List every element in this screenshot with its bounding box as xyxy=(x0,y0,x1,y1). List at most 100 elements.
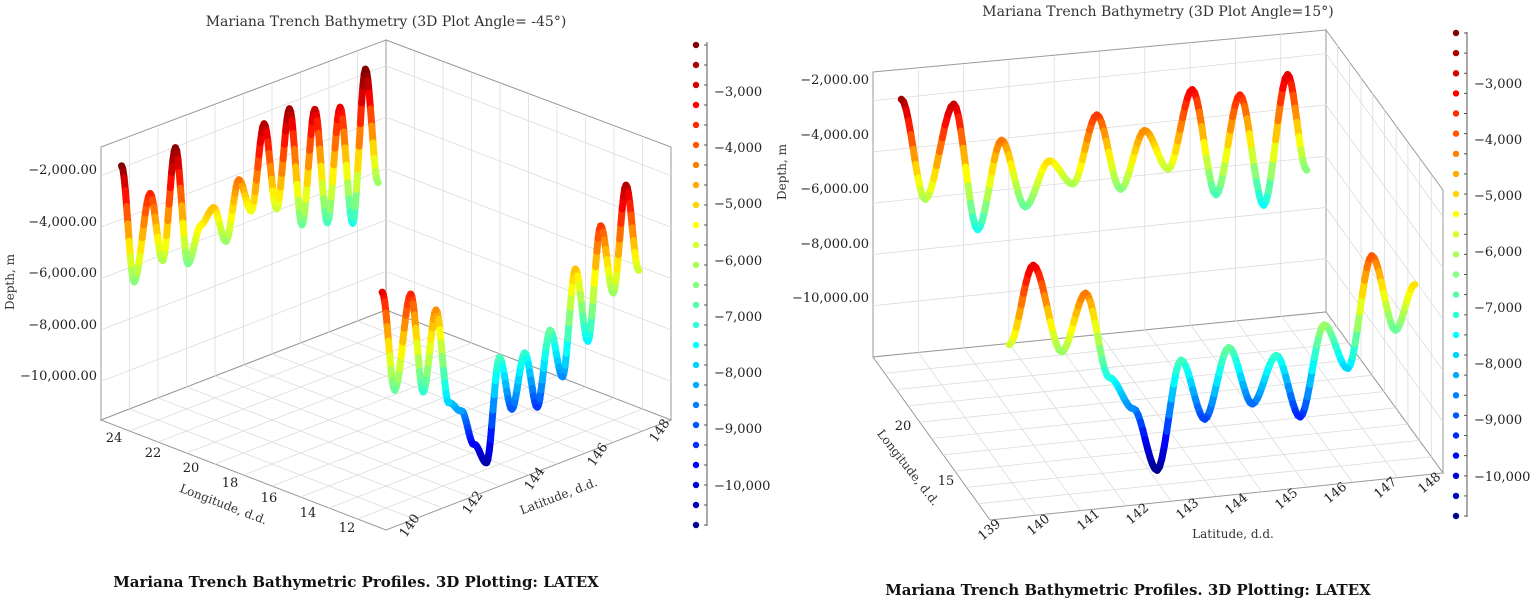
chart-right-y-ticks: 20 15 xyxy=(895,419,955,489)
series-1-point xyxy=(1164,165,1172,173)
colorbar-swatch xyxy=(692,381,700,389)
series-1-point xyxy=(921,195,929,203)
y-tick: 22 xyxy=(145,446,162,461)
y-tick: 12 xyxy=(339,521,356,536)
gridline xyxy=(872,104,1444,269)
series-0-point xyxy=(457,407,465,415)
series-0-point xyxy=(508,405,516,413)
colorbar-swatch xyxy=(1452,392,1460,399)
series-0-point xyxy=(1177,356,1185,364)
colorbar-swatch xyxy=(1452,190,1460,198)
colorbar-swatch xyxy=(1452,512,1460,520)
z-tick: −8,000.00 xyxy=(28,318,97,333)
series-0-point xyxy=(1368,252,1376,260)
chart-right-caption: Mariana Trench Bathymetric Profiles. 3D … xyxy=(885,581,1371,599)
gridline xyxy=(919,374,1373,423)
colorbar-swatch xyxy=(1452,210,1460,218)
chart-left-title: Mariana Trench Bathymetry (3D Plot Angle… xyxy=(206,14,567,30)
series-0-point xyxy=(571,265,579,273)
series-1-point xyxy=(1260,201,1268,209)
series-0-point xyxy=(1082,289,1090,297)
colorbar-swatch xyxy=(692,81,700,89)
series-1-point xyxy=(1212,191,1220,199)
colorbar-swatch xyxy=(1452,170,1460,178)
colorbar-swatch xyxy=(1452,412,1460,419)
colorbar-swatch xyxy=(692,141,700,149)
colorbar-swatch xyxy=(692,241,700,249)
colorbar-tick: −9,000 xyxy=(714,422,762,437)
colorbar-swatch xyxy=(692,401,700,409)
series-0-point xyxy=(1029,261,1037,269)
series-1-point xyxy=(311,105,319,113)
colorbar-tick: −8,000 xyxy=(1474,357,1522,372)
series-0-point xyxy=(521,349,529,357)
colorbar-swatch xyxy=(1452,271,1460,278)
colorbar-swatch xyxy=(692,521,700,529)
colorbar-swatch xyxy=(692,221,700,229)
gridline xyxy=(1144,328,1263,493)
series-1-point xyxy=(1021,203,1029,211)
colorbar-swatch xyxy=(692,481,700,489)
series-0-point xyxy=(432,306,440,314)
series-0-point xyxy=(445,399,453,407)
y-tick: 18 xyxy=(222,476,239,491)
series-1-point xyxy=(349,219,357,227)
y-tick: 16 xyxy=(261,491,278,506)
gridline xyxy=(214,353,501,465)
gridline xyxy=(100,219,672,331)
gridline xyxy=(1280,314,1399,478)
gridline xyxy=(186,342,472,454)
series-0-point xyxy=(1153,466,1161,474)
series-1-point xyxy=(336,103,344,111)
colorbar-swatch xyxy=(1452,432,1460,439)
colorbar-swatch xyxy=(692,301,700,309)
series-0-point xyxy=(546,326,554,334)
series-0-point xyxy=(419,388,427,396)
z-tick: −2,000.00 xyxy=(28,163,97,178)
series-0-point xyxy=(1201,415,1209,423)
colorbar-swatch xyxy=(1452,231,1460,238)
gridline xyxy=(100,116,672,228)
chart-right-x-label: Latitude, d.d. xyxy=(1192,527,1274,541)
series-0-point xyxy=(1005,341,1013,349)
series-0-point xyxy=(391,386,399,394)
colorbar-tick: −10,000 xyxy=(714,479,770,494)
y-tick: 20 xyxy=(895,419,912,434)
chart-left-z-ticks: −2,000.00 −4,000.00 −6,000.00 −8,000.00 … xyxy=(20,163,97,384)
series-0-point xyxy=(483,459,491,467)
series-1-point xyxy=(118,162,126,170)
colorbar-tick: −9,000 xyxy=(1474,413,1522,428)
colorbar-tick: −7,000 xyxy=(1474,301,1522,316)
chart-left: Mariana Trench Bathymetry (3D Plot Angle… xyxy=(3,14,770,591)
series-1-segment xyxy=(354,142,363,173)
y-tick: 20 xyxy=(183,461,200,476)
chart-right: Mariana Trench Bathymetry (3D Plot Angle… xyxy=(775,4,1530,599)
colorbar-swatch xyxy=(1452,29,1460,37)
colorbar-swatch xyxy=(1452,49,1460,57)
gridline xyxy=(328,331,615,443)
gridline xyxy=(884,325,1338,374)
gridline xyxy=(100,65,672,177)
colorbar-swatch xyxy=(692,461,700,469)
gridline xyxy=(129,320,415,432)
series-1-point xyxy=(222,237,230,245)
z-tick: −10,000.00 xyxy=(792,291,869,306)
y-tick: 14 xyxy=(300,506,317,521)
colorbar-tick: −5,000 xyxy=(714,197,762,212)
z-tick: −6,000.00 xyxy=(28,266,97,281)
series-0-point xyxy=(1058,348,1066,356)
chart-right-gridlines xyxy=(872,32,1444,516)
colorbar-swatch xyxy=(692,421,700,429)
series-1-point xyxy=(897,95,905,103)
chart-right-z-label: Depth, m xyxy=(775,143,789,200)
z-tick: −8,000.00 xyxy=(800,237,869,252)
colorbar-tick: −6,000 xyxy=(714,254,762,269)
colorbar-swatch xyxy=(1452,90,1460,97)
colorbar-tick: −3,000 xyxy=(1474,77,1522,92)
series-1-point xyxy=(1303,166,1311,174)
gridline xyxy=(271,353,558,465)
colorbar-swatch xyxy=(692,281,700,289)
colorbar-swatch xyxy=(692,501,700,509)
series-0-point xyxy=(1272,351,1280,359)
